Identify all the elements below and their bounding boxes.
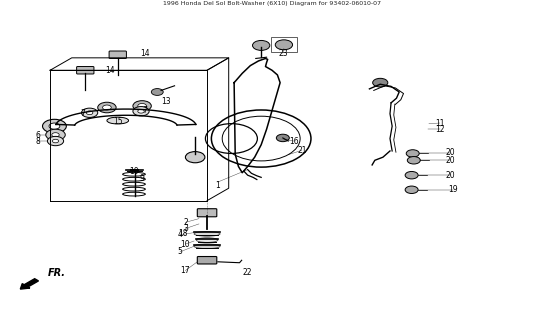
Text: 7: 7 [80,109,85,118]
Circle shape [103,105,112,110]
Circle shape [52,139,59,143]
Circle shape [407,156,421,164]
Circle shape [405,186,418,194]
Text: 11: 11 [435,118,444,128]
Circle shape [186,152,205,163]
Text: 12: 12 [435,125,444,134]
Ellipse shape [196,238,218,242]
Text: 22: 22 [243,268,252,277]
Circle shape [138,109,144,113]
Text: 3: 3 [183,224,188,233]
Circle shape [98,102,116,113]
Text: 8: 8 [36,137,41,146]
Circle shape [82,108,98,117]
Circle shape [252,40,270,50]
Text: 15: 15 [113,117,122,126]
Circle shape [373,78,388,87]
Circle shape [46,129,65,140]
Circle shape [406,150,419,157]
Circle shape [86,111,93,115]
Circle shape [138,103,146,108]
Circle shape [276,134,289,142]
Bar [271,37,297,52]
Text: 2: 2 [183,218,188,227]
Text: 10: 10 [129,167,139,176]
Circle shape [275,40,293,50]
Text: 21: 21 [297,147,306,156]
Text: 6: 6 [36,131,41,140]
Text: 10: 10 [181,240,190,249]
FancyBboxPatch shape [77,67,94,74]
Text: 20: 20 [446,171,455,180]
Text: 14: 14 [140,49,150,58]
Text: 23: 23 [278,49,288,58]
Circle shape [151,89,163,95]
Circle shape [133,101,151,111]
Circle shape [42,119,66,133]
Text: 18: 18 [178,229,188,238]
Text: 20: 20 [446,156,455,165]
Text: 9: 9 [140,174,145,183]
Circle shape [47,136,64,146]
Text: 20: 20 [446,148,455,157]
Text: 16: 16 [289,137,299,146]
FancyBboxPatch shape [197,257,217,264]
Text: 1: 1 [215,180,220,190]
Title: 1996 Honda Del Sol Bolt-Washer (6X10) Diagram for 93402-06010-07: 1996 Honda Del Sol Bolt-Washer (6X10) Di… [163,1,381,6]
FancyArrow shape [20,279,39,289]
Circle shape [133,107,149,116]
FancyBboxPatch shape [197,209,217,217]
Circle shape [49,123,60,129]
Text: FR.: FR. [47,268,65,278]
Text: 14: 14 [105,66,114,75]
Circle shape [405,172,418,179]
Text: 17: 17 [181,266,190,275]
Ellipse shape [194,232,220,236]
Text: 4: 4 [177,230,182,239]
FancyBboxPatch shape [109,51,126,59]
Ellipse shape [194,244,220,249]
Text: 13: 13 [162,97,171,106]
Circle shape [52,133,59,137]
Text: 5: 5 [177,247,182,256]
Text: 7: 7 [143,106,147,115]
Ellipse shape [107,117,128,124]
Text: 19: 19 [448,185,458,194]
